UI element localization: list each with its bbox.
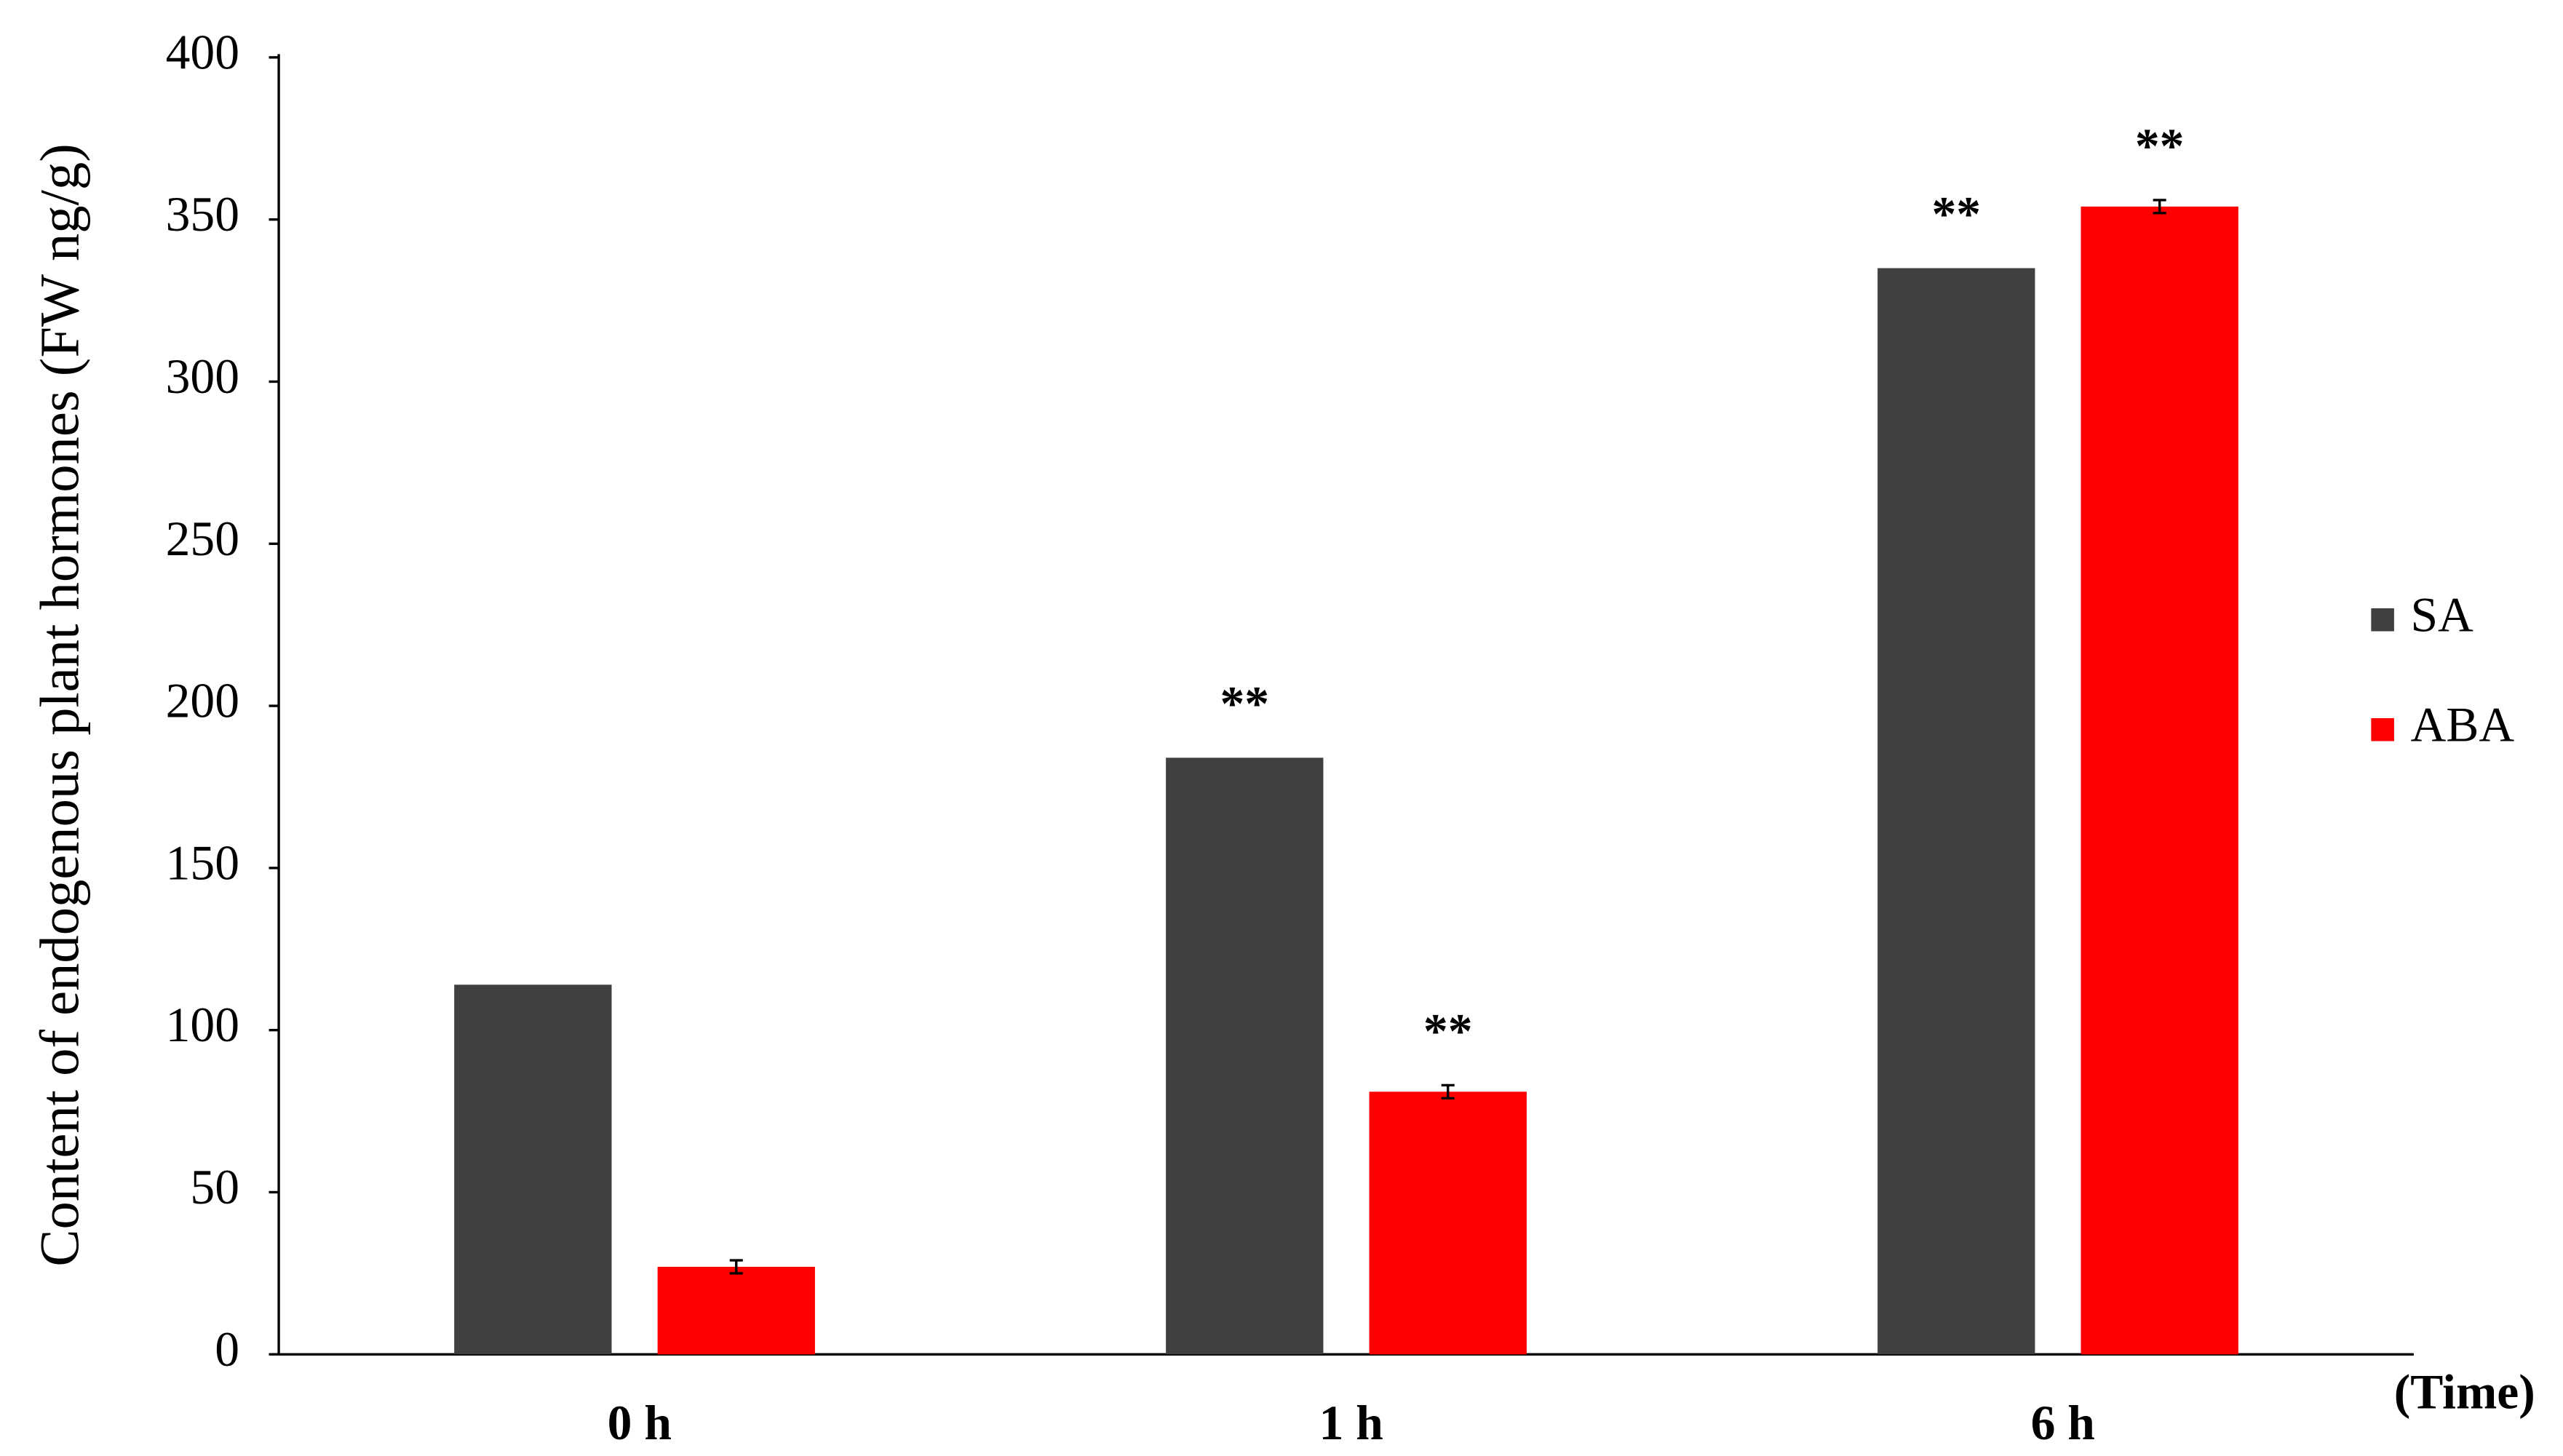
x-tick-label: 0 h: [608, 1396, 672, 1450]
annotation: **: [1423, 1003, 1473, 1058]
y-tick-label: 250: [166, 512, 239, 566]
x-tick-label: 1 h: [1319, 1396, 1383, 1450]
annotation: **: [1931, 186, 1981, 241]
error-bar: [1441, 1083, 1455, 1099]
y-tick-label: 150: [166, 835, 239, 890]
y-tick-label: 400: [166, 25, 239, 79]
bar: [657, 1266, 815, 1355]
bar: [1877, 268, 2035, 1355]
legend-label: ABA: [2410, 697, 2514, 752]
bar: [454, 984, 612, 1355]
bar: [1166, 757, 1324, 1355]
y-tick-label: 0: [215, 1322, 239, 1377]
y-axis-label: Content of endogenous plant hormones (FW…: [29, 143, 91, 1266]
annotation: **: [2135, 119, 2185, 173]
legend-label: SA: [2410, 587, 2473, 642]
error-bar: [2153, 199, 2166, 215]
x-axis-label: (Time): [2394, 1364, 2535, 1419]
y-tick-label: 200: [166, 674, 239, 728]
error-bar: [729, 1259, 743, 1275]
y-tick-label: 300: [166, 349, 239, 404]
y-tick-label: 50: [190, 1160, 239, 1214]
bar: [1369, 1091, 1527, 1355]
x-tick-label: 6 h: [2031, 1396, 2095, 1450]
legend-swatch: [2371, 717, 2394, 741]
legend-swatch: [2371, 608, 2394, 632]
bar: [2081, 206, 2238, 1355]
y-tick-label: 350: [166, 187, 239, 242]
y-tick-label: 100: [166, 998, 239, 1052]
annotation: **: [1220, 676, 1270, 731]
